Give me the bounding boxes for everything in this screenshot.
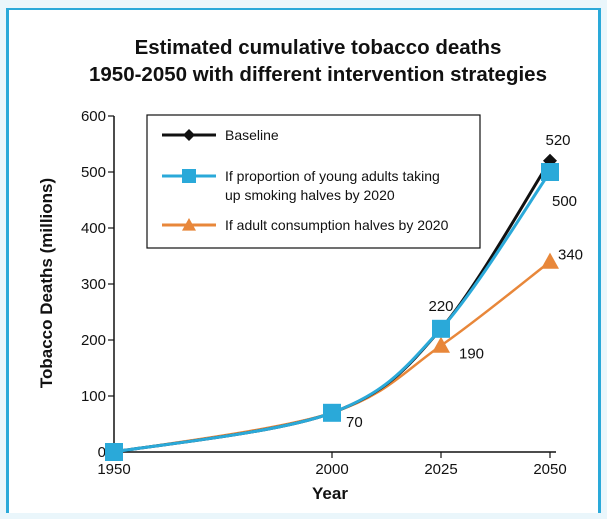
series-2-point xyxy=(323,403,341,422)
x-tick-label: 2050 xyxy=(533,461,566,478)
legend-label: If adult consumption halves by 2020 xyxy=(225,217,449,233)
series-3-point xyxy=(541,252,559,269)
series-layer xyxy=(105,153,559,461)
legend-label: If proportion of young adults taking xyxy=(225,168,440,184)
y-tick-label: 500 xyxy=(81,164,106,181)
x-axis-label: Year xyxy=(312,484,348,503)
series-2-point xyxy=(541,163,559,181)
y-axis-label: Tobacco Deaths (millions) xyxy=(37,178,56,388)
series-2-point xyxy=(105,443,123,461)
y-tick-label: 300 xyxy=(81,276,106,293)
y-tick-label: 0 xyxy=(98,444,106,461)
data-label: 500 xyxy=(552,193,577,210)
x-tick-label: 2025 xyxy=(424,461,457,478)
series-2-point xyxy=(432,319,450,338)
legend-swatch-marker xyxy=(182,218,196,231)
y-tick-label: 200 xyxy=(81,332,106,349)
series-line-3 xyxy=(113,260,551,454)
data-labels: 70 220 190 520 500 340 xyxy=(346,132,583,431)
series-3-point xyxy=(432,336,450,353)
legend-swatch-marker xyxy=(183,129,195,141)
data-label: 220 xyxy=(428,298,453,315)
chart-title-line2: 1950-2050 with different intervention st… xyxy=(89,63,547,86)
legend: Baseline If proportion of young adults ta… xyxy=(146,114,481,249)
legend-label: Baseline xyxy=(225,127,279,143)
x-tick-label: 2000 xyxy=(315,461,348,478)
legend-label: up smoking halves by 2020 xyxy=(225,187,395,203)
series-line-2 xyxy=(113,171,552,454)
data-label: 520 xyxy=(545,132,570,149)
y-tick-label: 400 xyxy=(81,220,106,237)
data-label: 190 xyxy=(459,346,484,363)
chart-frame xyxy=(6,8,601,513)
x-tick-label: 1950 xyxy=(97,461,130,478)
legend-swatch-marker xyxy=(182,169,196,183)
data-label: 70 xyxy=(346,414,363,431)
y-tick-label: 100 xyxy=(81,388,106,405)
y-tick-label: 600 xyxy=(81,108,106,125)
axes: 0 100 200 300 400 500 600 1950 2000 2025 2050 xyxy=(81,108,567,478)
chart-title-line1: Estimated cumulative tobacco deaths xyxy=(135,36,502,59)
data-label: 340 xyxy=(558,247,583,264)
